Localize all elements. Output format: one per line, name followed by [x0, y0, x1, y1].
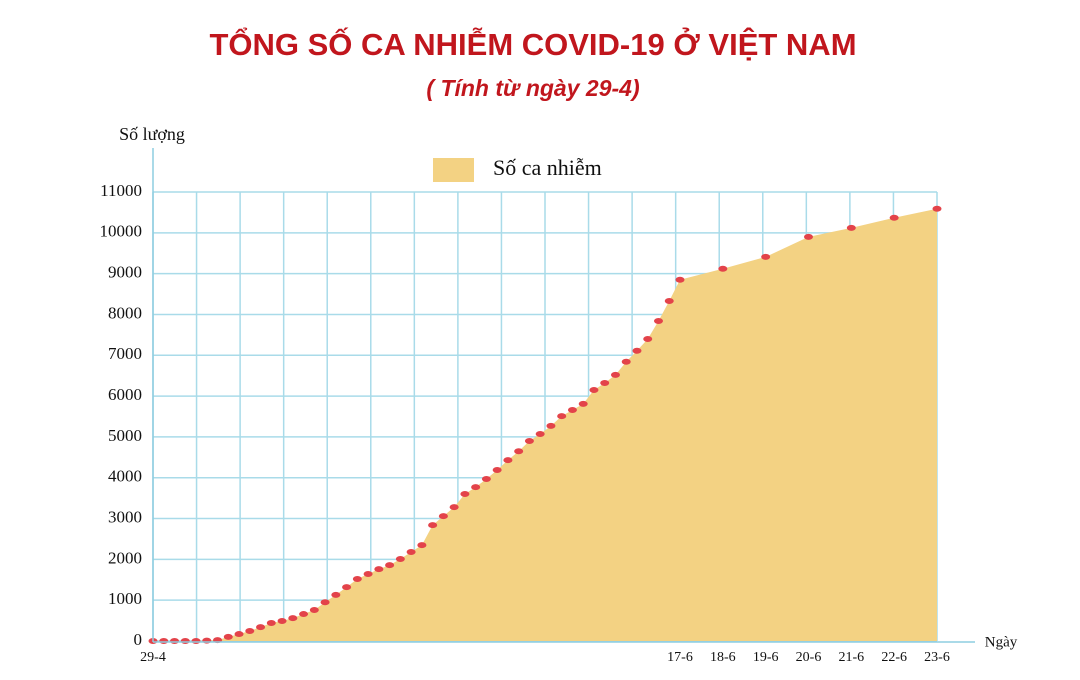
data-point [481, 475, 491, 482]
data-point [180, 638, 190, 644]
data-point [266, 620, 276, 627]
data-point [557, 413, 567, 420]
data-point [299, 611, 309, 618]
data-point [460, 491, 470, 498]
data-point [621, 358, 631, 365]
data-point [589, 386, 599, 393]
data-point [643, 335, 653, 342]
y-tick-label: 11000 [100, 181, 142, 200]
x-tick-label: 21-6 [838, 650, 864, 665]
y-tick-label: 7000 [108, 344, 142, 363]
data-point [320, 599, 330, 606]
chart-subtitle: ( Tính từ ngày 29-4) [426, 75, 639, 101]
area [153, 208, 937, 641]
y-tick-label: 4000 [108, 467, 142, 486]
data-point [428, 522, 438, 529]
data-point [546, 422, 556, 429]
data-point [342, 584, 352, 591]
data-point [159, 638, 169, 644]
data-point [578, 400, 588, 407]
plot-area [148, 205, 942, 644]
data-point [664, 297, 674, 304]
y-tick-label: 9000 [108, 263, 142, 282]
y-tick-label: 5000 [108, 426, 142, 445]
data-point [889, 214, 899, 221]
x-tick-label: 29-4 [140, 650, 166, 665]
data-point [514, 448, 524, 455]
data-point [718, 265, 728, 272]
data-point [524, 437, 534, 444]
y-tick-label: 8000 [108, 303, 142, 322]
y-tick-label: 10000 [100, 222, 143, 241]
data-point [471, 484, 481, 491]
data-point [761, 253, 771, 260]
data-point [846, 224, 856, 231]
data-point [234, 631, 244, 638]
data-point [535, 431, 545, 438]
x-tick-label: 17-6 [667, 650, 693, 665]
data-point [632, 347, 642, 354]
x-tick-label: 23-6 [924, 650, 950, 665]
data-point [352, 575, 362, 582]
legend-swatch [433, 158, 474, 182]
data-point [277, 617, 287, 624]
data-point [503, 457, 513, 464]
y-axis-title: Số lượng [119, 124, 185, 144]
chart-title: TỔNG SỐ CA NHIỄM COVID-19 Ở VIỆT NAM [209, 26, 856, 62]
y-tick-label: 0 [134, 630, 143, 649]
data-point [331, 591, 341, 598]
data-point [449, 504, 459, 511]
y-tick-label: 2000 [108, 548, 142, 567]
data-point [288, 615, 298, 622]
data-point [309, 606, 319, 613]
legend-label: Số ca nhiễm [493, 155, 602, 180]
data-point [256, 624, 266, 631]
data-point [675, 276, 685, 283]
x-tick-label: 20-6 [796, 650, 822, 665]
x-tick-label: 18-6 [710, 650, 736, 665]
data-point [191, 638, 201, 644]
data-point [395, 555, 405, 562]
data-point [932, 205, 942, 212]
data-point [600, 380, 610, 387]
x-tick-label: 22-6 [881, 650, 907, 665]
data-point [417, 542, 427, 549]
y-tick-label: 6000 [108, 385, 142, 404]
data-point [170, 638, 180, 644]
data-point [438, 513, 448, 520]
x-axis-title: Ngày [985, 634, 1018, 650]
data-point [406, 549, 416, 556]
data-point [223, 633, 233, 640]
data-point [363, 571, 373, 578]
data-point [610, 371, 620, 378]
data-point [804, 233, 813, 240]
y-tick-label: 3000 [108, 507, 142, 526]
data-point [245, 627, 255, 634]
data-point [374, 566, 384, 573]
data-point [567, 406, 577, 413]
data-point [385, 562, 395, 569]
x-tick-label: 19-6 [753, 650, 779, 665]
data-point [653, 317, 663, 324]
y-tick-label: 1000 [108, 589, 142, 608]
data-point [492, 466, 502, 473]
